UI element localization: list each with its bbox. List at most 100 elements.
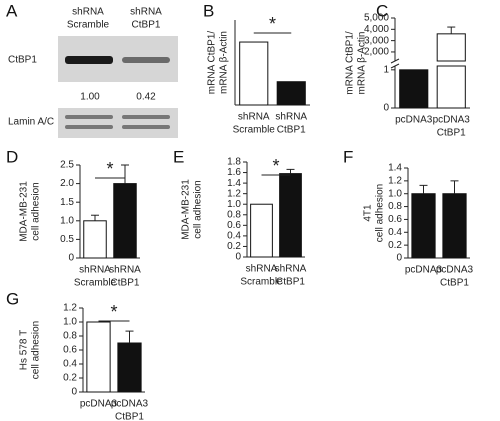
y-axis-label: cell adhesion xyxy=(31,182,42,240)
y-tick-label: 0.2 xyxy=(388,240,402,251)
y-tick-label: 0.4 xyxy=(63,359,77,370)
significance-star: * xyxy=(110,302,117,322)
x-tick-label: CtBP1 xyxy=(276,277,305,288)
y-tick-label: 1.4 xyxy=(227,178,241,189)
blot-band xyxy=(122,57,170,63)
y-tick-label: 0.5 xyxy=(60,234,74,245)
x-tick-label: CtBP1 xyxy=(115,412,144,421)
panel-letter: A xyxy=(6,1,18,20)
x-tick-label: Scramble xyxy=(233,125,276,136)
y-tick-label: 0 xyxy=(68,253,74,264)
y-tick-label: 4,000 xyxy=(364,24,389,35)
y-axis-label: cell adhesion xyxy=(31,321,42,379)
significance-star: * xyxy=(269,14,276,34)
blot-band xyxy=(65,115,113,119)
y-axis-label: cell adhesion xyxy=(375,184,386,242)
y-tick-label: 1.0 xyxy=(227,199,241,210)
y-tick-label: 2.5 xyxy=(60,160,74,171)
bar xyxy=(117,342,142,393)
y-tick-label: 0.4 xyxy=(388,227,402,238)
bar xyxy=(399,69,429,109)
y-tick-label: 5,000 xyxy=(364,13,389,24)
y-axis-label: MDA-MB-231 xyxy=(19,181,30,242)
y-axis-label: 4T1 xyxy=(363,204,374,222)
y-tick-label: 2,000 xyxy=(364,47,389,58)
x-tick-label: pcDNA3 xyxy=(111,399,149,410)
y-tick-label: 0 xyxy=(396,253,402,264)
y-axis-label: mRNA β-Actin xyxy=(219,31,230,94)
row-label: Lamin A/C xyxy=(8,117,54,128)
x-tick-label: pcDNA3 xyxy=(395,115,433,126)
x-tick-label: CtBP1 xyxy=(277,125,306,136)
bar xyxy=(86,321,111,393)
x-tick-label: CtBP1 xyxy=(111,278,140,289)
y-tick-label: 1.5 xyxy=(60,197,74,208)
x-tick-label: shRNA xyxy=(275,112,307,123)
panel-letter: F xyxy=(343,147,353,166)
axis-break xyxy=(390,63,400,69)
bar xyxy=(113,183,137,259)
y-tick-label: 1.2 xyxy=(388,175,402,186)
x-tick-label: pcDNA3 xyxy=(405,265,443,276)
x-tick-label: shRNA xyxy=(109,265,141,276)
panel-letter: C xyxy=(376,1,388,20)
quantification: 1.00 xyxy=(80,92,100,103)
blot-panel xyxy=(58,108,178,138)
bar xyxy=(436,65,466,109)
y-tick-label: 0.8 xyxy=(388,201,402,212)
panel-letter: G xyxy=(6,289,19,308)
bar xyxy=(436,33,466,62)
row-label: CtBP1 xyxy=(8,55,37,66)
lane-label: shRNA xyxy=(72,7,104,18)
significance-star: * xyxy=(272,156,279,176)
x-tick-label: pcDNA3 xyxy=(436,265,474,276)
y-tick-label: 0.8 xyxy=(227,209,241,220)
y-tick-label: 2.0 xyxy=(60,178,74,189)
bar xyxy=(239,41,269,106)
y-tick-label: 1 xyxy=(383,64,389,75)
y-tick-label: 0.8 xyxy=(63,331,77,342)
significance-star: * xyxy=(106,159,113,179)
y-tick-label: 1.0 xyxy=(60,215,74,226)
y-tick-label: 1.0 xyxy=(388,188,402,199)
y-axis-label: MDA-MB-231 xyxy=(181,179,192,240)
y-axis-label: mRNA β-Actin xyxy=(357,32,368,95)
y-tick-label: 0 xyxy=(235,252,241,263)
y-tick-label: 1.2 xyxy=(63,303,77,314)
bar xyxy=(250,203,273,258)
bar xyxy=(279,173,302,258)
x-tick-label: shRNA xyxy=(79,265,111,276)
y-tick-label: 0 xyxy=(71,387,77,398)
bar xyxy=(276,81,306,106)
bar xyxy=(411,193,436,259)
y-tick-label: 3,000 xyxy=(364,35,389,46)
blot-band xyxy=(65,56,113,64)
x-tick-label: pcDNA3 xyxy=(433,115,471,126)
y-tick-label: 1.8 xyxy=(227,157,241,168)
y-tick-label: 0.6 xyxy=(63,345,77,356)
x-tick-label: Scramble xyxy=(74,278,117,289)
blot-band xyxy=(122,115,170,119)
bar xyxy=(83,220,107,259)
y-axis-label: mRNA CtBP1/ xyxy=(207,31,218,95)
bar xyxy=(442,193,467,259)
axis-break xyxy=(390,58,400,64)
y-tick-label: 1.0 xyxy=(63,317,77,328)
x-tick-label: shRNA xyxy=(238,112,270,123)
y-tick-label: 1.6 xyxy=(227,167,241,178)
y-tick-label: 0 xyxy=(383,103,389,114)
lane-label: shRNA xyxy=(130,7,162,18)
y-tick-label: 0.6 xyxy=(227,220,241,231)
y-tick-label: 0.2 xyxy=(63,373,77,384)
x-tick-label: Scramble xyxy=(240,277,283,288)
blot-band xyxy=(122,125,170,129)
panel-letter: D xyxy=(6,147,18,166)
panel-a: A shRNA Scramble shRNA CtBP1 CtBP1 1.00 … xyxy=(6,1,178,138)
panel-letter: B xyxy=(203,1,214,20)
y-tick-label: 0.2 xyxy=(227,241,241,252)
x-tick-label: CtBP1 xyxy=(440,278,469,289)
y-tick-label: 1.4 xyxy=(388,163,402,174)
x-tick-label: pcDNA3 xyxy=(80,399,118,410)
y-tick-label: 0.4 xyxy=(227,231,241,242)
